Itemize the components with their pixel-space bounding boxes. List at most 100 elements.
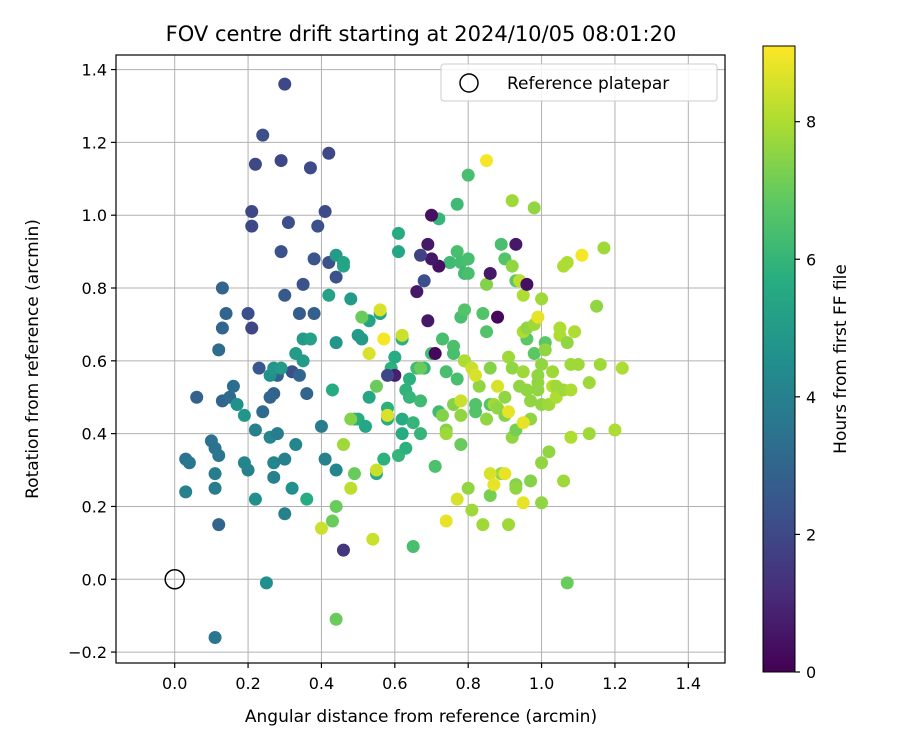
- scatter-point: [454, 408, 468, 422]
- scatter-point: [281, 215, 295, 229]
- scatter-point: [469, 405, 483, 419]
- scatter-point: [450, 372, 464, 386]
- scatter-point: [509, 481, 523, 495]
- scatter-point: [391, 245, 405, 259]
- y-tick-label: 0.6: [82, 352, 107, 371]
- scatter-point: [502, 405, 516, 419]
- scatter-point: [516, 496, 530, 510]
- scatter-point: [344, 412, 358, 426]
- colorbar-tick-label: 4: [806, 388, 816, 407]
- scatter-point: [355, 332, 369, 346]
- colorbar: 0 2 4 6 8 Hours from first FF file: [762, 45, 851, 682]
- scatter-point: [215, 321, 229, 335]
- scatter-point: [406, 416, 420, 430]
- colorbar-tick-label: 2: [806, 525, 816, 544]
- scatter-point: [454, 438, 468, 452]
- scatter-point: [278, 288, 292, 302]
- colorbar-tick-label: 0: [806, 663, 816, 682]
- scatter-point: [380, 408, 394, 422]
- scatter-point: [377, 452, 391, 466]
- y-tick-label: 0.2: [82, 497, 107, 516]
- x-tick-label: 0.0: [162, 674, 187, 693]
- scatter-point: [582, 376, 596, 390]
- legend-box: [440, 63, 718, 102]
- scatter-point: [491, 310, 505, 324]
- scatter-point: [608, 423, 622, 437]
- scatter-point: [531, 383, 545, 397]
- scatter-point: [377, 332, 391, 346]
- scatter-point: [560, 576, 574, 590]
- scatter-point: [285, 481, 299, 495]
- scatter-point: [322, 146, 336, 160]
- scatter-point: [527, 201, 541, 215]
- scatter-point: [267, 456, 281, 470]
- scatter-point: [450, 492, 464, 506]
- x-tick-label: 0.8: [455, 674, 480, 693]
- scatter-point: [245, 219, 259, 233]
- y-tick-label: 1.0: [82, 206, 107, 225]
- x-tick-label: 0.6: [382, 674, 407, 693]
- scatter-point: [571, 357, 585, 371]
- chart-title: FOV centre drift starting at 2024/10/05 …: [166, 22, 677, 46]
- scatter-point: [535, 456, 549, 470]
- scatter-point: [557, 474, 571, 488]
- y-tick-label: 0.0: [82, 570, 107, 589]
- scatter-point: [535, 292, 549, 306]
- scatter-point: [237, 408, 251, 422]
- colorbar-tick-label: 8: [806, 113, 816, 132]
- scatter-point: [215, 281, 229, 295]
- scatter-point: [439, 427, 453, 441]
- scatter-point: [428, 347, 442, 361]
- x-tick-label: 0.4: [309, 674, 334, 693]
- scatter-point: [564, 430, 578, 444]
- scatter-point: [480, 325, 494, 339]
- scatter-point: [458, 303, 472, 317]
- scatter-point: [252, 361, 266, 375]
- scatter-point: [487, 478, 501, 492]
- scatter-point: [483, 266, 497, 280]
- colorbar-ticks: 0 2 4 6 8: [795, 113, 816, 682]
- x-axis-label: Angular distance from reference (arcmin): [245, 707, 597, 727]
- scatter-point: [219, 306, 233, 320]
- scatter-point: [498, 390, 512, 404]
- scatter-point: [336, 256, 350, 270]
- scatter-point: [421, 314, 435, 328]
- scatter-point: [425, 208, 439, 222]
- legend-marker-reference: [459, 73, 479, 93]
- scatter-point: [483, 467, 497, 481]
- scatter-point: [461, 168, 475, 182]
- grid-lines: [116, 55, 725, 663]
- scatter-point: [245, 321, 259, 335]
- scatter-point: [564, 383, 578, 397]
- scatter-point: [472, 379, 486, 393]
- scatter-point: [436, 332, 450, 346]
- scatter-point: [278, 452, 292, 466]
- scatter-point: [476, 518, 490, 532]
- scatter-point: [256, 128, 270, 142]
- scatter-point: [179, 485, 193, 499]
- scatter-point: [502, 518, 516, 532]
- scatter-point: [516, 365, 530, 379]
- scatter-point: [560, 256, 574, 270]
- y-tick-label: 1.4: [82, 61, 107, 80]
- scatter-point: [237, 456, 251, 470]
- scatter-point: [190, 390, 204, 404]
- scatter-point: [329, 463, 343, 477]
- scatter-point: [212, 518, 226, 532]
- scatter-point: [292, 306, 306, 320]
- scatter-point: [402, 390, 416, 404]
- scatter-point: [289, 438, 303, 452]
- scatter-point: [483, 489, 497, 503]
- scatter-point: [531, 310, 545, 324]
- scatter-point: [461, 481, 475, 495]
- scatter-point: [546, 365, 560, 379]
- scatter-point: [208, 631, 222, 645]
- scatter-point: [410, 285, 424, 299]
- scatter-point: [362, 347, 376, 361]
- scatter-point: [465, 503, 479, 517]
- scatter-point: [296, 354, 310, 368]
- scatter-point: [535, 357, 549, 371]
- scatter-point: [311, 219, 325, 233]
- scatter-point: [414, 361, 427, 375]
- scatter-point: [267, 470, 281, 484]
